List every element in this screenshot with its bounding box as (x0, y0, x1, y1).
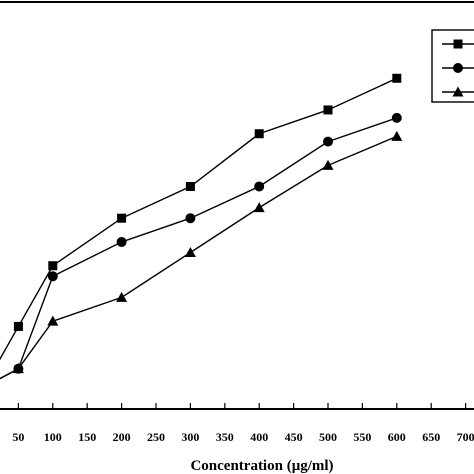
x-tick-label: 150 (78, 430, 96, 444)
series-lines (0, 77, 398, 380)
legend-box (431, 29, 474, 103)
series-2-point (254, 181, 265, 192)
series-3-point (184, 247, 196, 258)
x-tick-label: 50 (12, 430, 24, 444)
x-tick-label: 250 (147, 430, 165, 444)
x-tick-label: 600 (388, 430, 406, 444)
series-1-point (13, 321, 23, 331)
x-tick-label: 550 (353, 430, 371, 444)
x-tick-label: 500 (319, 430, 337, 444)
series-2-point (323, 136, 333, 147)
legend-series-1-marker (453, 39, 463, 49)
x-tick-label: 100 (44, 430, 62, 444)
series-2-point (47, 271, 58, 282)
x-tick-label: 300 (181, 430, 199, 444)
series-1-line (0, 77, 398, 361)
x-tick-label: 700 (457, 430, 474, 444)
series-2-point (185, 213, 196, 224)
series-1-point (392, 73, 402, 83)
x-tick-label: 650 (422, 430, 440, 444)
series-3-line (0, 135, 398, 380)
series-3-point (253, 202, 265, 213)
series-1-point (254, 129, 264, 139)
series-1-point (48, 261, 58, 271)
x-tick-label: 350 (216, 430, 234, 444)
plot-border (0, 1, 474, 410)
legend-series-2-marker (453, 63, 463, 73)
x-axis-ticks: 0501001502002503003504004505005506006507… (12, 403, 474, 444)
x-axis-title: Concentration (μg/ml) (190, 458, 333, 474)
legend (431, 29, 474, 103)
series-2-point (116, 236, 127, 247)
series-markers (12, 73, 403, 374)
x-tick-label: 400 (250, 430, 268, 444)
series-3-point (47, 315, 59, 326)
x-tick-label: 450 (285, 430, 303, 444)
series-3-point (116, 291, 128, 302)
legend-series-3-marker (452, 86, 464, 97)
series-1-point (117, 213, 127, 223)
series-1-point (323, 105, 333, 115)
series-3-point (391, 130, 403, 141)
x-tick-label: 200 (113, 430, 131, 444)
series-2-line (0, 117, 398, 380)
series-1-point (185, 182, 195, 192)
series-3-point (12, 363, 24, 374)
series-3-point (322, 159, 334, 170)
plot-frame (0, 1, 474, 410)
series-2-point (391, 112, 402, 123)
